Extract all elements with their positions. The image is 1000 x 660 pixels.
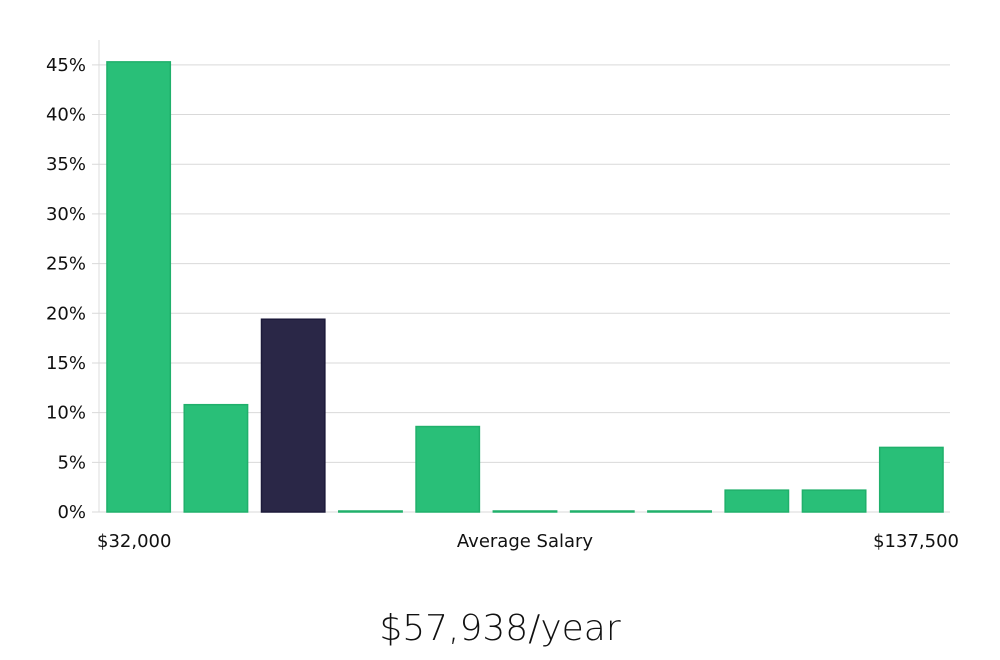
y-tick-label: 40% [46, 105, 86, 126]
bar [647, 510, 712, 513]
average-salary-figure: $57,938/year [379, 608, 621, 649]
bar [183, 403, 249, 513]
bar [492, 510, 558, 513]
bar [569, 510, 635, 513]
y-tick-label: 45% [46, 55, 86, 76]
x-max-label: $137,500 [873, 531, 959, 552]
bar [801, 489, 867, 513]
y-tick-label: 0% [57, 502, 86, 523]
bars [106, 61, 944, 513]
bar [106, 61, 172, 513]
x-min-label: $32,000 [97, 531, 171, 552]
y-tick-label: 35% [46, 154, 86, 175]
y-tick-label: 30% [46, 204, 86, 225]
y-tick-label: 25% [46, 254, 86, 275]
x-axis-title: Average Salary [457, 531, 594, 552]
y-tick-label: 5% [57, 452, 86, 473]
y-tick-labels: 0% 5% 10% 15% 20% 25% 30% 35% 40% 45% [46, 55, 86, 523]
y-tick-label: 10% [46, 403, 86, 424]
bar [724, 489, 790, 513]
y-tick-label: 20% [46, 303, 86, 324]
bar [415, 425, 481, 513]
bar [878, 446, 944, 513]
bar [338, 510, 403, 513]
y-tick-label: 15% [46, 353, 86, 374]
bar-highlighted [260, 318, 326, 513]
